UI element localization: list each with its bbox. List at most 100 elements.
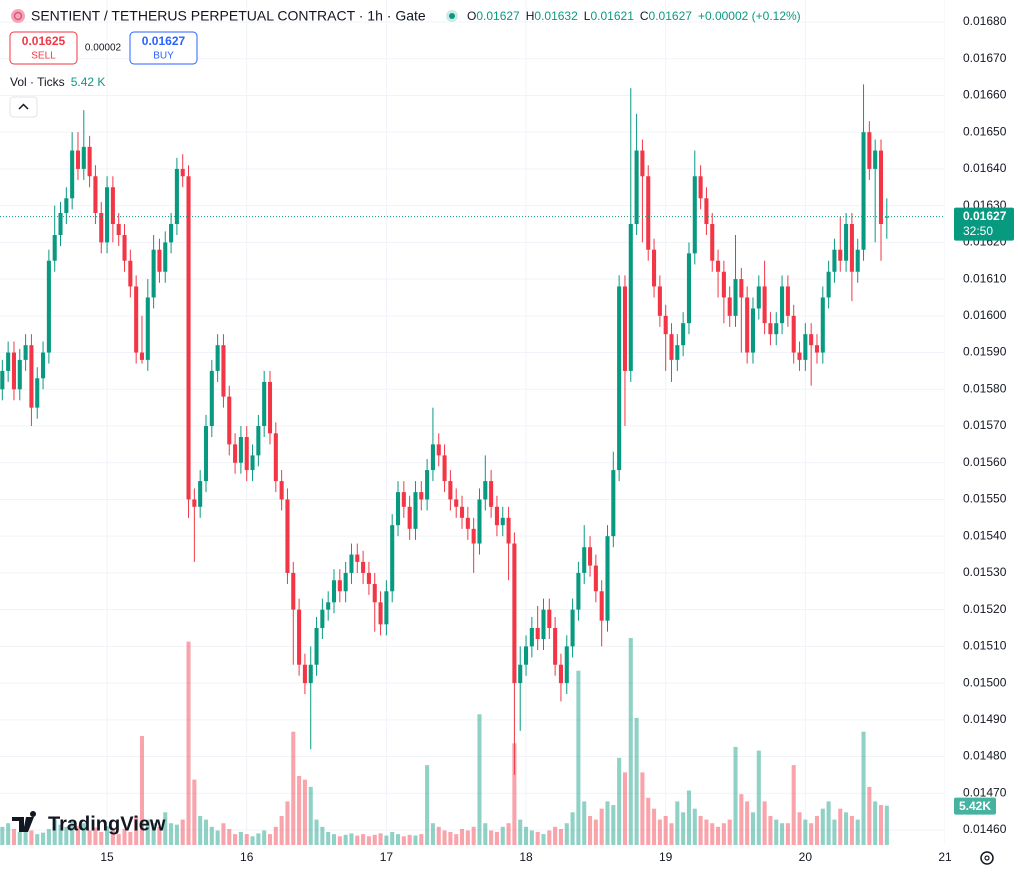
volume-bar	[238, 831, 243, 845]
volume-bar	[326, 831, 331, 845]
volume-bar	[413, 835, 418, 845]
candle-body	[116, 224, 121, 236]
volume-bar	[331, 834, 337, 845]
y-tick-label: 0.01640	[963, 161, 1007, 175]
candle-body	[489, 481, 494, 507]
candle-body	[756, 286, 761, 309]
candle-body	[454, 499, 459, 507]
candle-body	[873, 150, 878, 169]
y-tick-label: 0.01680	[963, 14, 1007, 28]
symbol-icon	[11, 9, 25, 23]
candle-body	[361, 561, 366, 573]
candle-body	[17, 359, 22, 390]
candle-body	[448, 481, 453, 500]
candle-body	[867, 132, 872, 169]
candle-body	[785, 286, 790, 316]
grid	[0, 0, 946, 845]
volume-bar	[646, 797, 651, 845]
candle-body	[564, 646, 569, 684]
volume-bar	[169, 823, 174, 845]
volume-bar	[611, 805, 616, 845]
candle-body	[570, 609, 575, 647]
candle-body	[46, 260, 51, 353]
volume-bar	[116, 834, 121, 845]
volume-bar	[308, 786, 313, 845]
candle-body	[378, 602, 383, 625]
countdown-label: 32:50	[963, 224, 993, 238]
volume-bar	[663, 815, 668, 845]
candle-body	[750, 308, 756, 353]
candle-body	[337, 580, 342, 592]
volume-axis-label: 5.42K	[959, 799, 991, 813]
candle-body	[716, 260, 721, 272]
collapse-icon	[18, 103, 29, 110]
volume-bar	[302, 779, 307, 845]
candle-body	[849, 224, 854, 272]
candle-body	[553, 628, 558, 665]
volume-bar	[93, 827, 98, 845]
x-tick-label: 19	[659, 850, 673, 864]
volume-bar	[180, 819, 185, 845]
sell-button[interactable]	[9, 31, 78, 65]
candle-body	[675, 345, 680, 360]
symbol-title[interactable]: SENTIENT / TETHERUS PERPETUAL CONTRACT ·…	[31, 8, 426, 24]
candle-body	[233, 444, 238, 463]
candle-body	[465, 517, 470, 529]
volume-bar	[285, 801, 290, 845]
volume-bar	[209, 826, 214, 845]
y-tick-label: 0.01530	[963, 565, 1007, 579]
volume-bar	[401, 836, 406, 845]
candle-body	[780, 286, 785, 324]
x-tick-label: 20	[799, 850, 813, 864]
volume-label-box	[954, 797, 996, 815]
buy-button[interactable]	[129, 31, 198, 65]
volume-bar	[605, 801, 610, 845]
candle-body	[134, 286, 139, 353]
volume-bar	[477, 714, 482, 845]
candle-body	[407, 506, 412, 529]
y-tick-label: 0.01510	[963, 639, 1007, 653]
candle-body	[267, 381, 273, 434]
candle-body	[617, 286, 622, 471]
volume-bar	[442, 830, 447, 845]
ohlc-value: 0.01627	[476, 9, 520, 23]
symbol-icon-ring	[13, 11, 23, 21]
volume-bar	[384, 835, 389, 845]
y-tick-label: 0.01670	[963, 51, 1007, 65]
volume-bar	[762, 801, 767, 845]
candle-body	[273, 433, 278, 482]
volume-bar	[599, 808, 604, 845]
candle-body	[192, 499, 197, 507]
volume-bar	[512, 743, 517, 845]
candle-body	[884, 216, 889, 218]
volume-bar	[337, 836, 342, 845]
volume-bar	[523, 826, 529, 845]
volume-bar	[704, 819, 709, 845]
volume-bar	[861, 731, 866, 845]
volume-bar	[826, 801, 831, 845]
candle-body	[215, 345, 220, 371]
volume-bar	[151, 823, 156, 845]
candle-body	[419, 492, 424, 500]
volume-bar	[576, 670, 581, 845]
candle-body	[838, 249, 843, 261]
volume-title: Vol · Ticks	[10, 75, 65, 89]
volume-bar	[70, 821, 75, 845]
volume-bar	[454, 834, 459, 845]
volume-bar	[564, 823, 569, 845]
y-tick-label: 0.01500	[963, 675, 1007, 689]
candle-body	[605, 536, 610, 621]
volume-bar	[675, 801, 680, 845]
y-tick-label: 0.01490	[963, 712, 1007, 726]
candle-body	[169, 224, 174, 243]
candle-body	[221, 345, 226, 397]
candle-body	[35, 378, 40, 408]
volume-bar	[791, 765, 796, 845]
volume-bar	[617, 757, 622, 845]
candle-layer	[0, 84, 945, 775]
candle-body	[349, 554, 354, 573]
collapse-button[interactable]	[9, 96, 38, 118]
volume-bar	[343, 834, 348, 845]
settings-icon[interactable]	[980, 851, 994, 865]
